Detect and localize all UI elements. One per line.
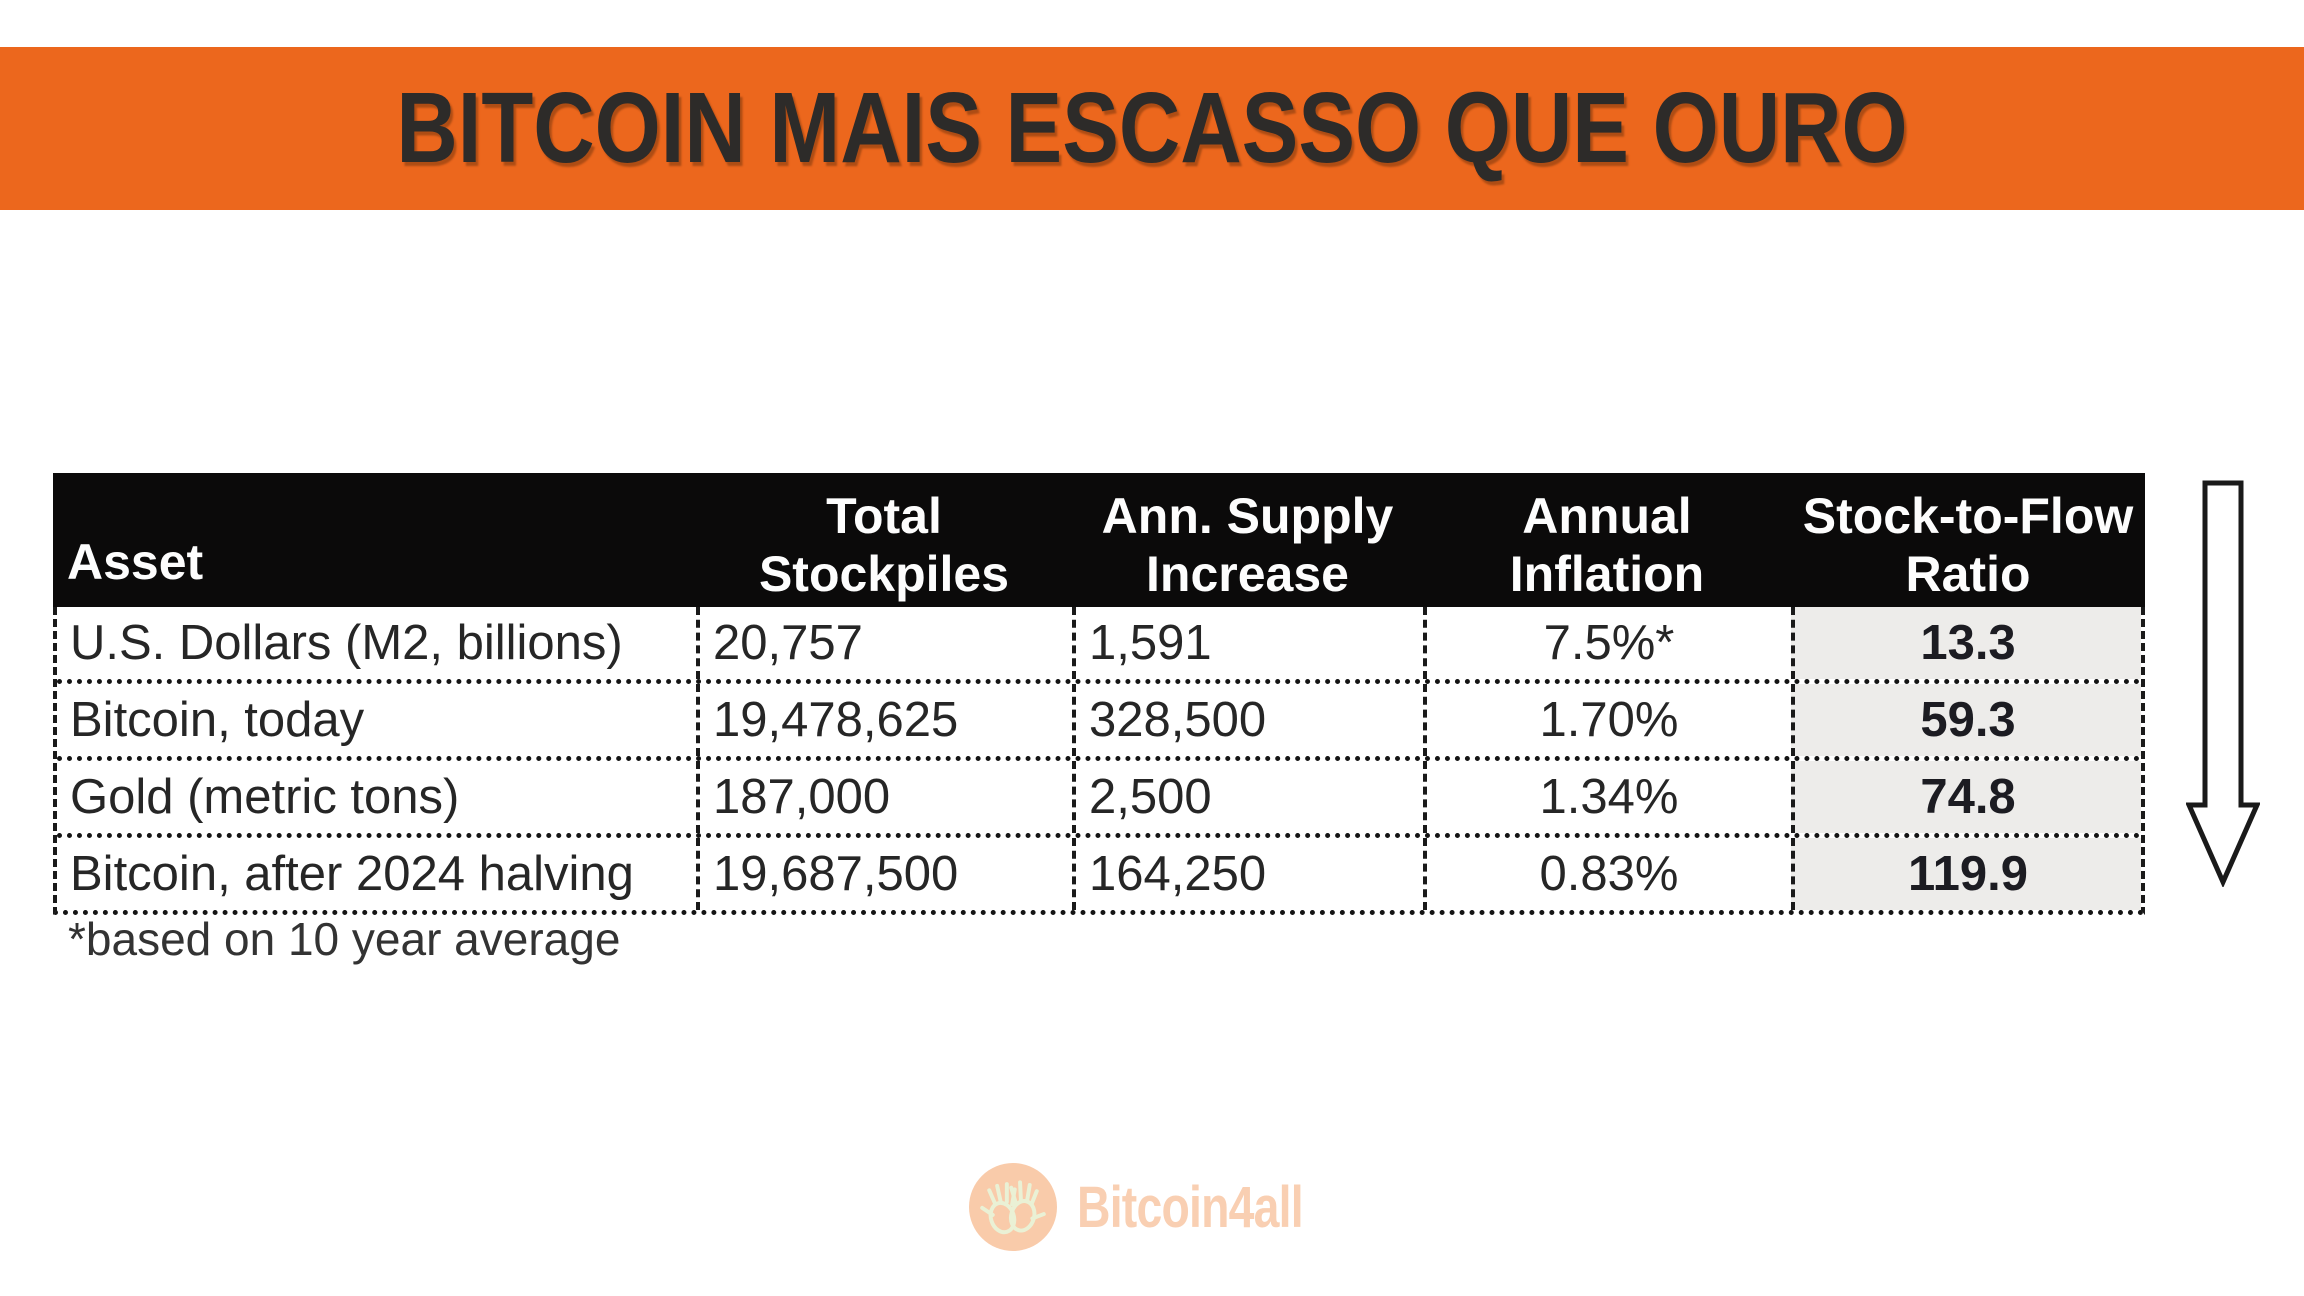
column-header-ann-supply-increase: Ann. Supply Increase — [1101, 488, 1394, 602]
brand-footer: Bitcoin4all — [969, 1163, 1335, 1251]
cell-total-stockpiles: 187,000 — [696, 761, 1072, 833]
table-row-bitcoin-today: Bitcoin, today 19,478,625 328,500 1.70% … — [57, 679, 2141, 756]
cell-ann-supply: 328,500 — [1072, 684, 1423, 756]
table-row-gold: Gold (metric tons) 187,000 2,500 1.34% 7… — [57, 756, 2141, 833]
table-row-bitcoin-after-halving: Bitcoin, after 2024 halving 19,687,500 1… — [57, 833, 2141, 910]
cell-annual-inflation: 1.34% — [1423, 761, 1791, 833]
down-arrow-icon — [2186, 480, 2260, 887]
cell-asset: Bitcoin, after 2024 halving — [70, 847, 634, 901]
table-row-usd: U.S. Dollars (M2, billions) 20,757 1,591… — [57, 607, 2141, 679]
cell-annual-inflation: 0.83% — [1423, 838, 1791, 910]
column-header-total-stockpiles: Total Stockpiles — [758, 488, 1010, 602]
column-header-asset: Asset — [67, 534, 204, 590]
cell-asset: Gold (metric tons) — [70, 770, 460, 824]
column-header-stock-to-flow: Stock-to-Flow Ratio — [1802, 488, 2134, 602]
cell-asset: Bitcoin, today — [70, 693, 365, 747]
table-body: U.S. Dollars (M2, billions) 20,757 1,591… — [53, 607, 2145, 915]
page-title: BITCOIN MAIS ESCASSO QUE OURO — [396, 72, 1908, 184]
cell-total-stockpiles: 20,757 — [696, 607, 1072, 679]
cell-annual-inflation: 1.70% — [1423, 684, 1791, 756]
cell-ann-supply: 1,591 — [1072, 607, 1423, 679]
cell-asset: U.S. Dollars (M2, billions) — [70, 616, 623, 670]
cell-stock-to-flow: 13.3 — [1791, 607, 2141, 679]
cell-stock-to-flow: 74.8 — [1791, 761, 2141, 833]
cell-stock-to-flow: 119.9 — [1791, 838, 2141, 910]
brand-name-box: Bitcoin4all — [1077, 1163, 1335, 1251]
table-header-row: Asset Total Stockpiles Ann. Supply Incre… — [53, 473, 2145, 607]
footnote: *based on 10 year average — [68, 913, 621, 965]
brand-name: Bitcoin4all — [1077, 1174, 1304, 1240]
column-header-annual-inflation: Annual Inflation — [1509, 488, 1705, 602]
cell-total-stockpiles: 19,478,625 — [696, 684, 1072, 756]
hands-logo-icon — [969, 1163, 1057, 1251]
scarcity-table: Asset Total Stockpiles Ann. Supply Incre… — [53, 473, 2145, 915]
cell-total-stockpiles: 19,687,500 — [696, 838, 1072, 910]
cell-annual-inflation: 7.5%* — [1423, 607, 1791, 679]
cell-ann-supply: 164,250 — [1072, 838, 1423, 910]
cell-stock-to-flow: 59.3 — [1791, 684, 2141, 756]
cell-ann-supply: 2,500 — [1072, 761, 1423, 833]
title-banner: BITCOIN MAIS ESCASSO QUE OURO — [0, 47, 2304, 210]
